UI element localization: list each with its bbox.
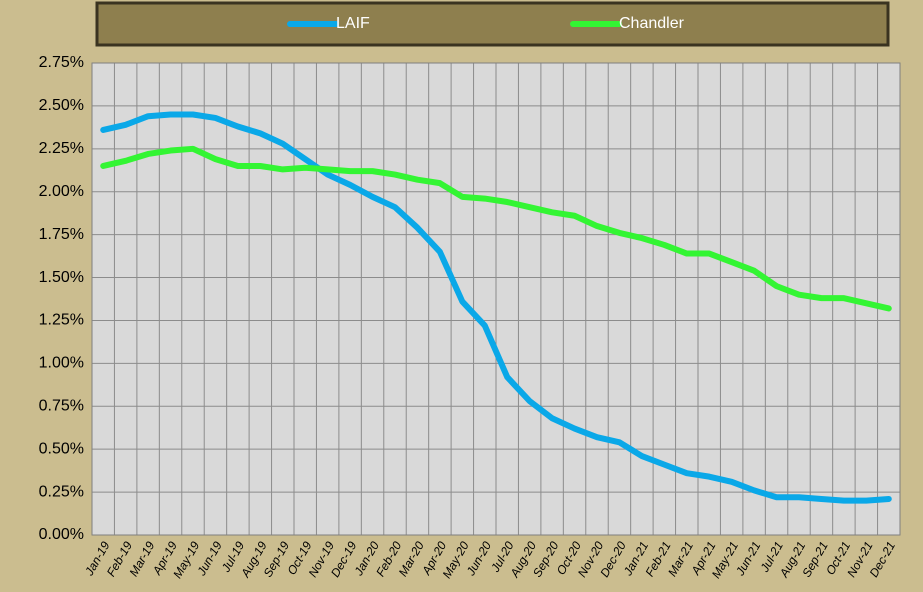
y-tick-label: 1.00% [39, 355, 84, 372]
legend-label: LAIF [336, 15, 370, 32]
y-tick-label: 1.75% [39, 226, 84, 243]
y-tick-label: 1.25% [39, 312, 84, 329]
y-tick-label: 2.25% [39, 140, 84, 157]
y-tick-label: 2.50% [39, 97, 84, 114]
line-series [100, 145, 892, 312]
y-tick-label: 0.50% [39, 440, 84, 457]
y-tick-label: 0.00% [39, 526, 84, 543]
line-series [100, 111, 892, 504]
y-tick-label: 0.75% [39, 397, 84, 414]
y-tick-label: 2.00% [39, 183, 84, 200]
plot-border [91, 62, 901, 536]
legend-box [95, 1, 890, 47]
y-tick-label: 1.50% [39, 269, 84, 286]
y-tick-label: 2.75% [39, 54, 84, 71]
y-tick-label: 0.25% [39, 483, 84, 500]
legend-label: Chandler [619, 15, 685, 32]
